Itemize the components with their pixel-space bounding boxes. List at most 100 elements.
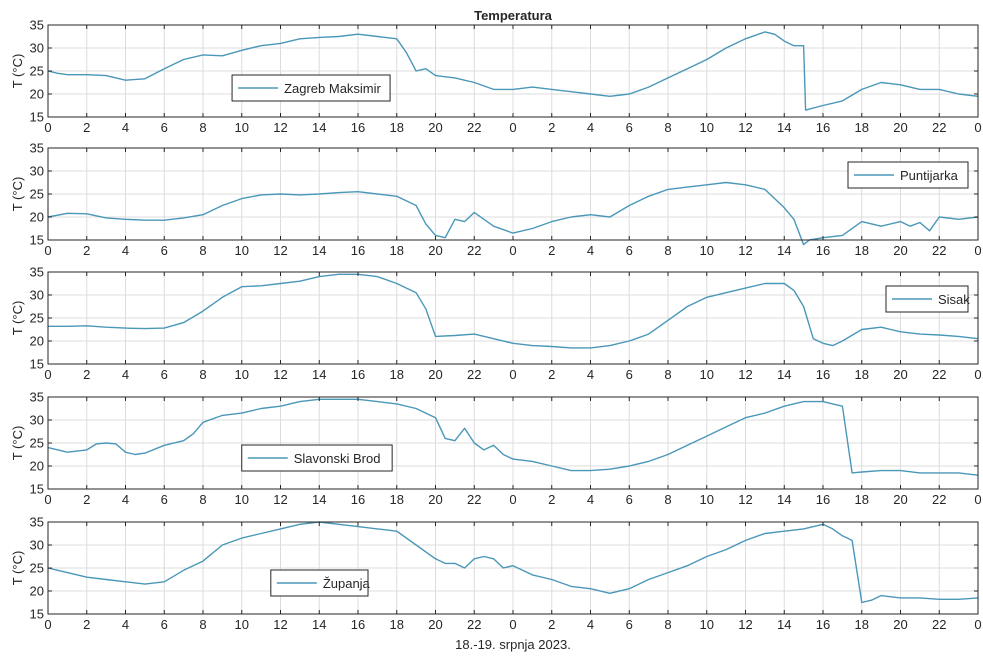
x-tick-label: 4 [587,617,594,632]
x-tick-label: 0 [974,617,981,632]
x-tick-label: 20 [893,492,907,507]
x-tick-label: 2 [83,617,90,632]
x-tick-label: 22 [932,367,946,382]
x-tick-label: 2 [548,367,555,382]
x-tick-label: 0 [509,492,516,507]
x-tick-label: 0 [44,617,51,632]
y-tick-label: 25 [30,64,44,79]
x-tick-label: 2 [548,492,555,507]
x-tick-label: 14 [312,367,326,382]
y-tick-label: 15 [30,357,44,372]
x-tick-label: 18 [390,120,404,135]
y-tick-label: 35 [30,515,44,530]
y-tick-label: 35 [30,141,44,156]
series-line-3 [48,273,979,349]
x-tick-label: 22 [467,120,481,135]
x-tick-label: 8 [199,120,206,135]
x-tick-label: 18 [390,492,404,507]
y-tick-label: 20 [30,334,44,349]
x-tick-label: 4 [587,492,594,507]
x-tick-label: 6 [626,243,633,258]
legend: Sisak [885,285,970,313]
x-tick-label: 4 [122,492,129,507]
x-tick-label: 20 [428,120,442,135]
y-tick-label: 15 [30,110,44,125]
y-axis-label: T (°C) [10,54,25,89]
y-axis-label: T (°C) [10,551,25,586]
x-tick-label: 14 [312,243,326,258]
x-tick-label: 4 [122,120,129,135]
x-tick-label: 12 [738,367,752,382]
x-tick-label: 6 [626,120,633,135]
x-tick-label: 18 [855,617,869,632]
y-tick-label: 25 [30,561,44,576]
y-tick-label: 15 [30,482,44,497]
y-tick-label: 20 [30,87,44,102]
x-tick-label: 22 [932,120,946,135]
x-tick-label: 10 [235,367,249,382]
x-axis-label: 18.-19. srpnja 2023. [455,637,571,652]
x-tick-label: 10 [700,367,714,382]
y-tick-label: 30 [30,41,44,56]
x-tick-label: 20 [893,243,907,258]
x-tick-label: 12 [273,367,287,382]
x-tick-label: 8 [199,243,206,258]
x-tick-label: 22 [932,617,946,632]
panel-1: 0 2 4 6 8 10 12 14 16 18 20 22 0 2 4 6 8 10 12 14 16 18 20 22 01… [10,18,982,136]
x-tick-label: 0 [44,243,51,258]
x-tick-label: 2 [548,243,555,258]
x-tick-label: 22 [467,243,481,258]
x-tick-label: 18 [390,243,404,258]
legend: Slavonski Brod [241,444,393,472]
x-tick-label: 12 [738,617,752,632]
x-tick-label: 12 [738,492,752,507]
series-line-2 [47,181,979,246]
panel-2: 0 2 4 6 8 10 12 14 16 18 20 22 0 2 4 6 8 10 12 14 16 18 20 22 01… [10,141,982,259]
x-tick-label: 0 [974,243,981,258]
x-tick-label: 14 [312,120,326,135]
chart-title: Temperatura [474,8,553,23]
x-tick-label: 6 [161,492,168,507]
y-tick-label: 20 [30,584,44,599]
x-tick-label: 18 [855,243,869,258]
y-tick-label: 15 [30,233,44,248]
x-tick-label: 6 [161,617,168,632]
x-tick-label: 20 [428,243,442,258]
x-tick-label: 16 [351,492,365,507]
x-tick-label: 18 [855,367,869,382]
x-tick-label: 0 [974,492,981,507]
y-tick-label: 35 [30,18,44,33]
x-tick-label: 12 [273,120,287,135]
x-tick-label: 0 [509,617,516,632]
panel-5: 0 2 4 6 8 10 12 14 16 18 20 22 0 2 4 6 8 10 12 14 16 18 20 22 01… [10,515,982,633]
x-tick-label: 2 [548,120,555,135]
x-tick-label: 6 [161,120,168,135]
x-tick-label: 10 [235,492,249,507]
x-tick-label: 8 [199,617,206,632]
x-tick-label: 2 [548,617,555,632]
x-tick-label: 22 [467,492,481,507]
x-tick-label: 8 [664,617,671,632]
y-tick-label: 20 [30,210,44,225]
x-tick-label: 14 [777,492,791,507]
y-tick-label: 15 [30,607,44,622]
x-tick-label: 14 [312,492,326,507]
x-tick-label: 0 [44,367,51,382]
x-tick-label: 12 [273,243,287,258]
x-tick-label: 8 [664,120,671,135]
x-tick-label: 14 [312,617,326,632]
x-tick-label: 10 [700,120,714,135]
x-tick-label: 12 [738,120,752,135]
x-tick-label: 14 [777,243,791,258]
x-tick-label: 18 [855,120,869,135]
legend: Zagreb Maksimir [231,74,391,102]
x-tick-label: 10 [235,243,249,258]
y-tick-label: 25 [30,187,44,202]
x-tick-label: 20 [893,617,907,632]
panel-3: 0 2 4 6 8 10 12 14 16 18 20 22 0 2 4 6 8 10 12 14 16 18 20 22 01… [10,265,982,383]
legend: Županja [270,569,371,597]
x-tick-label: 6 [161,367,168,382]
x-tick-label: 6 [626,492,633,507]
x-tick-label: 16 [351,367,365,382]
